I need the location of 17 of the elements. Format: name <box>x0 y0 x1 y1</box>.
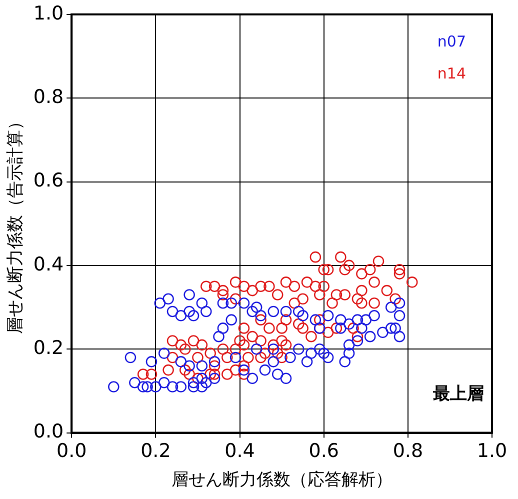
x-tick-label: 0.8 <box>392 440 424 462</box>
x-tick-label: 0.4 <box>224 440 255 462</box>
y-tick-label: 0.8 <box>33 86 64 108</box>
x-tick-label: 1.0 <box>476 440 508 462</box>
x-tick-label: 0.0 <box>56 440 87 462</box>
x-tick-label: 0.6 <box>308 440 339 462</box>
y-tick-label: 1.0 <box>33 2 64 24</box>
annotation: 最上層 <box>432 384 484 404</box>
y-tick-label: 0.2 <box>33 337 64 360</box>
text: n07 <box>437 32 466 50</box>
y-tick-label: 0.6 <box>33 170 64 192</box>
y-tick-label: 0.0 <box>33 420 64 443</box>
y-axis-title: 層せん断力係数（告示計算） <box>6 113 26 334</box>
x-tick-label: 0.2 <box>140 440 171 462</box>
text: n14 <box>437 64 466 82</box>
x-axis-title: 層せん断力係数（応答解析） <box>171 470 392 490</box>
y-tick-label: 0.4 <box>33 253 64 276</box>
